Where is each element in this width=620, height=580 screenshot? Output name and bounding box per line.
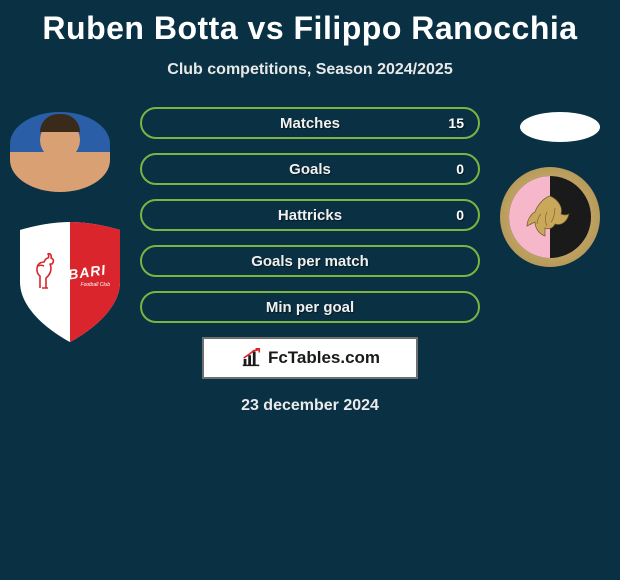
stat-bar-matches: Matches 15 — [140, 107, 480, 139]
stat-bars: Matches 15 Goals 0 Hattricks 0 Goals per… — [140, 107, 480, 323]
stat-label: Min per goal — [266, 299, 354, 316]
stat-right-value: 0 — [456, 207, 464, 223]
player-left-avatar — [10, 112, 110, 192]
brand-box: FcTables.com — [202, 337, 418, 379]
club-left-sublabel: Football Club — [81, 282, 110, 288]
brand-text: FcTables.com — [268, 348, 380, 368]
stat-bar-goals-per-match: Goals per match — [140, 245, 480, 277]
stat-bar-min-per-goal: Min per goal — [140, 291, 480, 323]
player-right-avatar — [520, 112, 600, 142]
club-left-logo: BARI Football Club — [20, 222, 120, 342]
bar-chart-icon — [240, 347, 262, 369]
stat-label: Matches — [280, 115, 340, 132]
stat-right-value: 15 — [448, 115, 464, 131]
stat-label: Goals per match — [251, 253, 369, 270]
stat-bar-goals: Goals 0 — [140, 153, 480, 185]
stat-right-value: 0 — [456, 161, 464, 177]
eagle-icon — [521, 192, 579, 247]
page-title: Ruben Botta vs Filippo Ranocchia — [0, 0, 620, 47]
club-right-logo — [500, 167, 600, 267]
comparison-panel: BARI Football Club Matches 15 Goals 0 — [0, 107, 620, 415]
rooster-icon — [34, 252, 58, 292]
date-label: 23 december 2024 — [0, 397, 620, 415]
subtitle: Club competitions, Season 2024/2025 — [0, 61, 620, 79]
stat-bar-hattricks: Hattricks 0 — [140, 199, 480, 231]
stat-label: Goals — [289, 161, 331, 178]
stat-label: Hattricks — [278, 207, 342, 224]
